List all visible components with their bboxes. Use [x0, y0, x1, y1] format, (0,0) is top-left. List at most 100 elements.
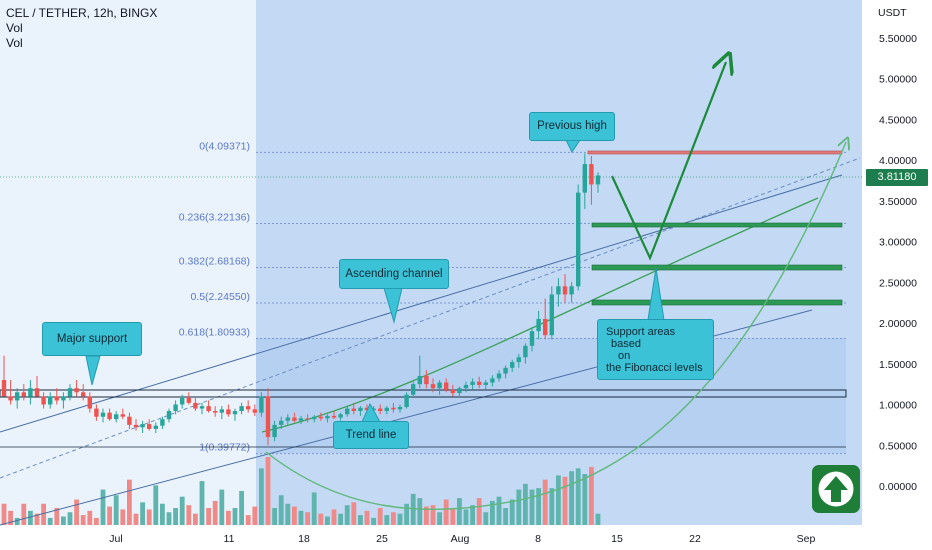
- volume-bar: [443, 499, 449, 525]
- candle-body: [457, 388, 462, 394]
- volume-bar: [54, 508, 60, 525]
- major-support-box: [0, 389, 847, 398]
- fib-level-label: 0.5(2.24550): [190, 291, 250, 303]
- candle-body: [279, 420, 284, 425]
- y-tick-label: 4.50000: [879, 114, 917, 126]
- volume-bar: [298, 510, 304, 525]
- callout-previous-high: Previous high: [529, 112, 615, 141]
- volume-legend-2[interactable]: Vol: [6, 36, 23, 50]
- candle-body: [213, 411, 218, 413]
- volume-bar: [278, 495, 284, 525]
- x-tick-label: 15: [611, 533, 623, 545]
- volume-bar: [94, 517, 99, 525]
- volume-bar: [74, 499, 79, 525]
- volume-bar: [259, 468, 264, 525]
- candle-body: [510, 362, 515, 368]
- candle-body: [483, 382, 488, 385]
- candle-body: [21, 392, 26, 397]
- volume-bar: [351, 502, 357, 525]
- volume-bar: [377, 508, 383, 525]
- candle-body: [193, 402, 198, 409]
- volume-bar: [358, 515, 363, 525]
- volume-bar: [483, 512, 489, 525]
- projection-arrow: [611, 62, 726, 261]
- candle-body: [292, 417, 297, 421]
- candle-body: [107, 412, 112, 420]
- candle-body: [576, 192, 581, 287]
- callout-ascending-channel-text: Ascending channel: [345, 268, 443, 280]
- candle-body: [450, 389, 455, 394]
- candle-body: [536, 318, 541, 332]
- callout-major-support-text: Major support: [56, 333, 128, 345]
- y-tick-label: 2.50000: [879, 277, 917, 289]
- candle-body: [364, 407, 370, 411]
- volume-bar: [331, 509, 337, 525]
- volume-bar: [569, 471, 574, 525]
- symbol-title[interactable]: CEL / TETHER, 12h, BINGX: [6, 6, 158, 20]
- volume-bar: [133, 513, 139, 525]
- currency-label: USDT: [878, 7, 907, 19]
- candle-body: [490, 378, 495, 383]
- volume-bar: [232, 508, 238, 525]
- volume-bar: [549, 488, 555, 525]
- volume-bar: [523, 483, 528, 525]
- candle-body: [272, 424, 277, 438]
- candle-body: [48, 396, 53, 405]
- x-tick-label: 18: [298, 533, 310, 545]
- volume-bar: [292, 506, 297, 525]
- fib-lines: 0(4.09371) 0.236(3.22136) 0.382(2.68168) 0.…: [179, 140, 846, 455]
- volume-bar: [272, 508, 277, 525]
- candle-body: [338, 414, 343, 418]
- volume-bar: [371, 517, 376, 525]
- candle-body: [67, 388, 73, 397]
- candle-body: [61, 396, 66, 401]
- volume-bar: [179, 496, 185, 525]
- volume-bar: [490, 500, 495, 525]
- plot-bg-left: [0, 0, 256, 525]
- candle-body: [15, 392, 20, 401]
- candle-body: [417, 375, 422, 385]
- candle-body: [239, 406, 244, 412]
- volume-bar: [1, 503, 7, 525]
- volume-bar: [47, 517, 53, 525]
- trend-line: [261, 197, 819, 433]
- volume-bar: [496, 496, 502, 525]
- support-areas-line-3: on: [618, 350, 631, 362]
- candle-body: [391, 407, 396, 410]
- volume-bar: [344, 505, 350, 525]
- callout-trend-line-text: Trend line: [345, 429, 397, 441]
- candle-body: [219, 409, 224, 413]
- time-axis-bg: [0, 528, 932, 550]
- volume-bar: [212, 500, 218, 525]
- volume-bar: [450, 509, 456, 525]
- candle-body: [516, 357, 521, 363]
- candle-body: [371, 408, 376, 411]
- price-axis[interactable]: USDT 0.00000 0.50000 1.00000 1.50000 2.00000 2…: [878, 7, 917, 493]
- support-areas-line-1: Support areas: [606, 326, 676, 338]
- volume-bars: [1, 457, 601, 525]
- volume-bar: [153, 485, 159, 525]
- candle-body: [8, 396, 13, 401]
- channel-upper: [0, 174, 843, 433]
- volume-bar: [285, 503, 291, 525]
- candle-body: [153, 425, 158, 429]
- time-axis[interactable]: Jul 11 18 25 Aug 8 15 22 Sep: [0, 528, 932, 550]
- y-tick-label: 5.50000: [879, 33, 917, 45]
- volume-legend-1[interactable]: Vol: [6, 21, 23, 35]
- volume-bar: [430, 505, 436, 525]
- support-areas-line-2: based: [611, 338, 641, 350]
- y-tick-label: 2.00000: [879, 318, 917, 330]
- up-arrow-icon[interactable]: [812, 465, 860, 513]
- callout-support-areas: Support areas based on the Fibonacci lev…: [597, 319, 714, 380]
- candle-body: [74, 388, 79, 393]
- volume-bar: [14, 517, 20, 525]
- candle-body: [140, 424, 145, 428]
- x-tick-label: Aug: [451, 533, 470, 545]
- candle-body: [226, 409, 231, 415]
- callout-trend-line: Trend line: [333, 421, 409, 449]
- volume-bar: [556, 475, 561, 525]
- candle-body: [384, 407, 389, 412]
